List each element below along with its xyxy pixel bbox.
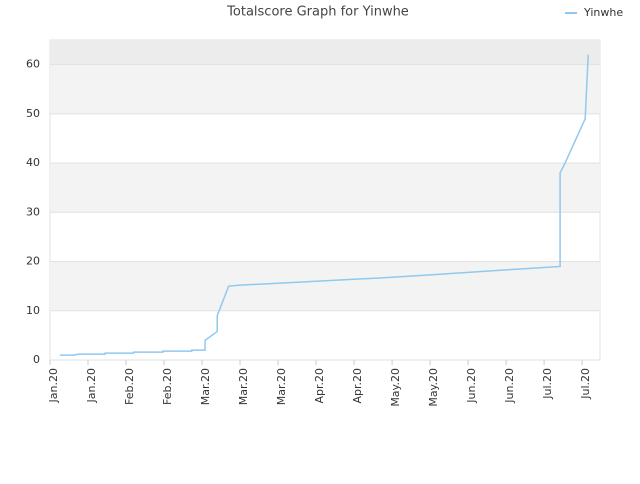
series-line <box>59 54 589 356</box>
y-tick-label: 50 <box>26 107 40 120</box>
x-tick-label: Feb.20 <box>161 368 174 405</box>
x-tick-label: Jan.20 <box>85 368 98 403</box>
x-tick-label: Jul.20 <box>541 368 554 400</box>
x-tick-label: Jun.20 <box>465 368 478 404</box>
x-tick-label: Jul.20 <box>579 368 592 400</box>
y-tick-label: 30 <box>26 205 40 218</box>
x-tick-label: Jan.20 <box>47 368 60 403</box>
plot-band <box>50 163 600 213</box>
y-tick-label: 20 <box>26 255 40 268</box>
x-tick-label: Apr.20 <box>351 368 364 404</box>
chart-title: Totalscore Graph for Yinwhe <box>226 5 409 20</box>
y-tick-label: 0 <box>33 353 40 366</box>
x-tick-label: Mar.20 <box>237 368 250 405</box>
y-tick-label: 40 <box>26 156 40 169</box>
x-tick-label: May.20 <box>427 368 440 407</box>
y-tick-label: 60 <box>26 58 40 71</box>
plot-band <box>50 40 600 65</box>
x-tick-label: May.20 <box>389 368 402 407</box>
plot-band <box>50 64 600 114</box>
legend-label: Yinwhe <box>583 6 623 19</box>
x-tick-label: Feb.20 <box>123 368 136 405</box>
x-tick-label: Apr.20 <box>313 368 326 404</box>
x-tick-label: Mar.20 <box>275 368 288 405</box>
x-tick-label: Mar.20 <box>199 368 212 405</box>
y-tick-label: 10 <box>26 304 40 317</box>
x-tick-label: Jun.20 <box>503 368 516 404</box>
